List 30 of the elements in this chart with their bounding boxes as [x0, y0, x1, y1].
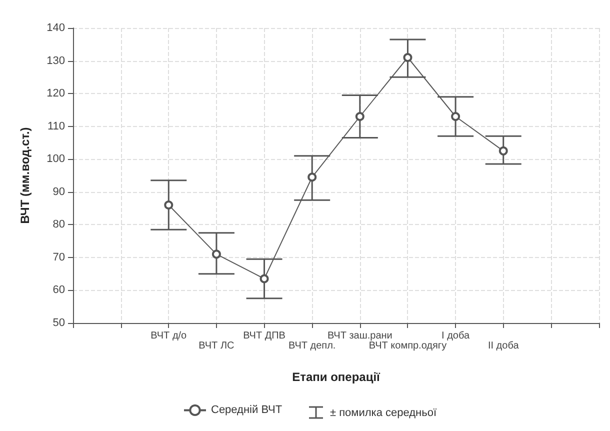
x-tick-label: І доба: [442, 330, 470, 342]
point: [164, 200, 174, 210]
point: [498, 146, 508, 156]
y-tick-label: 140: [46, 22, 65, 34]
x-tick-label: ІІ доба: [488, 340, 520, 352]
y-tick-label: 60: [52, 284, 65, 296]
point: [355, 112, 364, 121]
legend-label: Середній ВЧТ: [211, 404, 282, 416]
y-tick-label: 110: [47, 120, 65, 132]
y-tick-label: 50: [52, 317, 65, 329]
text: ± помилка середньої: [330, 406, 437, 418]
y-tick-label: 90: [52, 186, 65, 198]
y-tick-label: 100: [46, 153, 65, 166]
point: [212, 250, 221, 259]
x-tick-label: ВЧТ депл.: [288, 340, 336, 352]
y-tick-label: 70: [52, 251, 65, 264]
x-tick-label: ВЧТ заш.рани: [327, 330, 392, 342]
x-tick-label: ВЧТ д/о: [150, 330, 188, 342]
point: [260, 274, 269, 284]
y-tick-label: 130: [46, 54, 65, 67]
y-axis-title: ВЧТ (мм.вод.ст.): [18, 127, 32, 224]
point: [403, 53, 412, 62]
point: [308, 172, 317, 182]
x-tick-label: ВЧТ ЛС: [198, 340, 234, 352]
y-tick-label: 80: [52, 218, 65, 231]
y-tick-label: 120: [46, 88, 65, 100]
point: [451, 112, 460, 121]
x-tick-label: ВЧТ компр.одягу: [368, 340, 447, 352]
x-tick-label: ВЧТ ДПВ: [243, 330, 286, 342]
x-axis-title: Етапи операції: [292, 370, 381, 384]
